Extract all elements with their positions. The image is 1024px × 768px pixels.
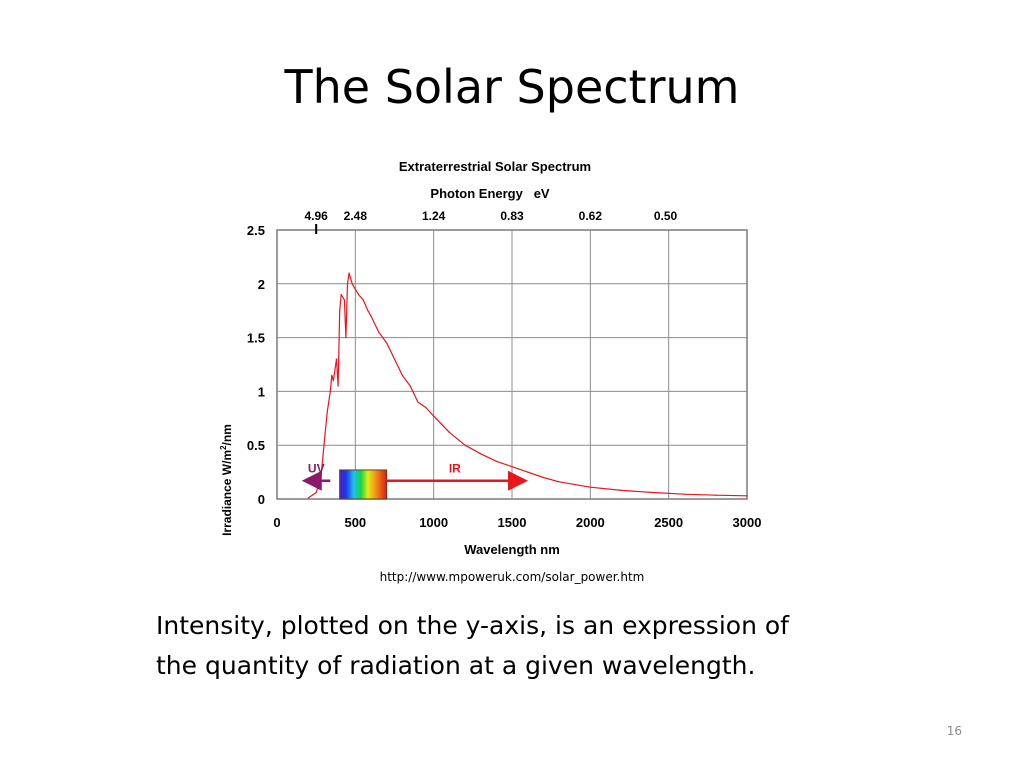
- x-axis-label: Wavelength nm: [464, 542, 560, 557]
- spectrum-point: [746, 495, 748, 497]
- spectrum-point: [362, 299, 364, 301]
- slide-title: The Solar Spectrum: [284, 60, 740, 114]
- spectrum-point: [448, 431, 450, 433]
- solar-spectrum-chart: Extraterrestrial Solar Spectrum Photon E…: [200, 150, 800, 570]
- visible-spectrum-band: [339, 469, 388, 500]
- spectrum-point: [329, 390, 331, 392]
- spectrum-point: [511, 466, 513, 468]
- y-tick-label: 2: [258, 277, 265, 292]
- spectrum-point: [495, 460, 497, 462]
- spectrum-point: [348, 272, 350, 274]
- spectrum-point: [351, 283, 353, 285]
- source-link[interactable]: http://www.mpoweruk.com/solar_power.htm: [379, 570, 645, 584]
- spectrum-point: [683, 493, 685, 495]
- spectrum-point: [393, 358, 396, 360]
- y-axis-label: Irradiance W/m2/nm: [219, 424, 234, 536]
- spectrum-point: [652, 491, 654, 494]
- spectrum-point: [558, 481, 560, 483]
- spectrum-point: [335, 358, 338, 360]
- y-tick-label: 1: [258, 384, 265, 399]
- y-tick-label: 0: [258, 492, 265, 507]
- page-number: 16: [946, 724, 962, 738]
- spectrum-point: [621, 489, 623, 491]
- spectrum-point: [357, 293, 360, 296]
- x-tick-label: 2000: [576, 515, 605, 530]
- uv-label: UV: [308, 462, 325, 476]
- spectrum-point: [386, 342, 388, 344]
- chart-tick-labels: 0 500 1000 1500 2000 2500 3000 0 0.5 1 1.5 2 2.5 4.96…: [247, 209, 762, 530]
- spectrum-point: [339, 310, 341, 312]
- top-axis-tick-label: 0.62: [579, 209, 603, 223]
- x-tick-label: 0: [273, 515, 280, 530]
- spectrum-point: [401, 374, 403, 376]
- top-axis-tick-label: 0.50: [654, 209, 678, 223]
- spectrum-point: [350, 277, 352, 280]
- spectrum-point: [340, 293, 342, 296]
- ir-label: IR: [449, 462, 461, 476]
- spectrum-point: [323, 444, 325, 446]
- spectrum-point: [354, 288, 356, 290]
- spectrum-point: [345, 337, 347, 339]
- spectrum-point: [527, 471, 529, 473]
- top-axis-tick-label: 2.48: [344, 209, 368, 223]
- top-axis-tick-label: 4.96: [304, 209, 328, 223]
- spectrum-point: [332, 380, 334, 382]
- spectrum-point: [370, 315, 372, 317]
- spectrum-point: [343, 299, 345, 301]
- spectrum-point: [326, 412, 328, 414]
- chart-svg: Extraterrestrial Solar Spectrum Photon E…: [219, 159, 762, 557]
- top-axis-tick-label: 0.83: [500, 209, 524, 223]
- y-tick-label: 0.5: [247, 438, 265, 453]
- top-axis-tick-label: 1.24: [422, 209, 446, 223]
- chart-grid: [276, 229, 748, 500]
- spectrum-point: [589, 486, 591, 488]
- spectrum-point: [315, 491, 317, 494]
- x-tick-label: 3000: [733, 515, 762, 530]
- spectrum-point: [307, 497, 309, 499]
- x-tick-label: 1500: [498, 515, 527, 530]
- spectrum-point: [346, 283, 349, 285]
- spectrum-point: [378, 331, 380, 333]
- spectrum-point: [367, 310, 369, 312]
- spectrum-point: [433, 415, 435, 417]
- y-tick-label: 1.5: [247, 331, 265, 346]
- x-tick-label: 1000: [419, 515, 448, 530]
- chart-annotations: UV IR: [301, 462, 528, 500]
- spectrum-point: [337, 385, 339, 387]
- spectrum-point: [464, 444, 466, 446]
- x-tick-label: 2500: [654, 515, 683, 530]
- spectrum-point: [425, 406, 427, 409]
- body-text: Intensity, plotted on the y-axis, is an …: [156, 611, 789, 680]
- x-tick-label: 500: [344, 515, 366, 530]
- spectrum-point: [320, 476, 322, 479]
- spectrum-point: [715, 494, 717, 496]
- spectrum-point: [331, 374, 333, 376]
- spectrum-point: [542, 476, 544, 479]
- spectrum-point: [417, 401, 419, 403]
- spectrum-point: [480, 453, 482, 455]
- spectrum-point: [409, 385, 411, 387]
- secondary-axis-title: Photon Energy eV: [430, 186, 550, 201]
- chart-title: Extraterrestrial Solar Spectrum: [399, 159, 591, 174]
- y-tick-label: 2.5: [247, 223, 265, 238]
